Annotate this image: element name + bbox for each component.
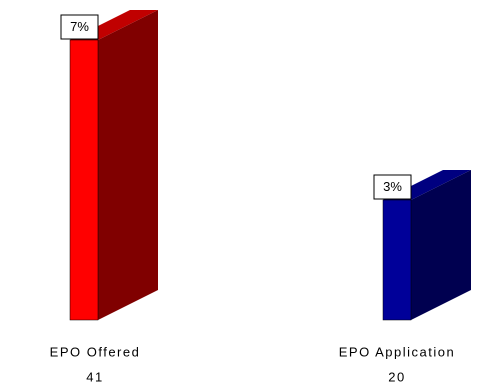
category-label: EPO Application xyxy=(339,344,455,359)
value-label: 3% xyxy=(383,179,402,194)
count-label: 20 xyxy=(388,369,405,384)
bar-side xyxy=(411,170,471,320)
value-label-box xyxy=(60,14,99,40)
bar xyxy=(69,39,99,321)
bar xyxy=(382,199,412,321)
value-label: 7% xyxy=(70,19,89,34)
category-label: EPO Offered xyxy=(50,344,141,359)
bar-side xyxy=(98,10,158,320)
value-label-box xyxy=(373,174,412,200)
count-label: 41 xyxy=(86,369,103,384)
